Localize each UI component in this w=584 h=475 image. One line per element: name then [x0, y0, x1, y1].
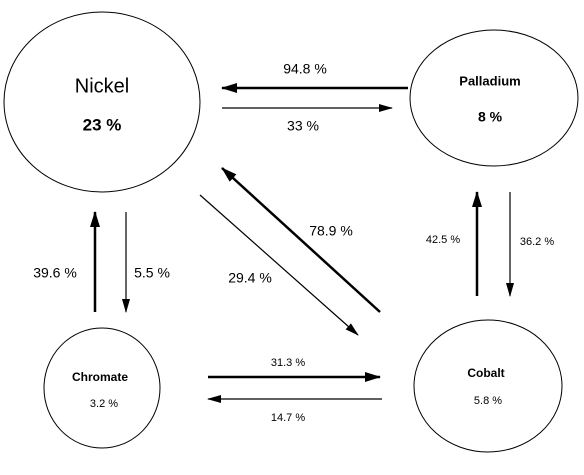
edge-label: 94.8 % [283, 61, 327, 77]
edge-label: 78.9 % [309, 223, 353, 239]
node-value: 23 % [83, 115, 122, 134]
arrow [199, 194, 359, 336]
node-value: 3.2 % [90, 398, 118, 410]
node-label: Nickel [75, 75, 129, 97]
edge-label: 36.2 % [520, 236, 554, 248]
node-nickel [3, 11, 201, 193]
edge-label: 39.6 % [33, 265, 77, 281]
edge-label: 29.4 % [228, 270, 272, 286]
arrow [221, 167, 381, 313]
node-label: Cobalt [467, 366, 504, 380]
edge-label: 42.5 % [426, 234, 460, 246]
node-chromate [43, 327, 161, 449]
edge-label: 33 % [287, 118, 319, 134]
edge-label: 31.3 % [271, 357, 305, 369]
node-palladium [409, 29, 579, 167]
node-value: 5.8 % [474, 395, 502, 407]
node-cobalt [413, 319, 563, 453]
node-value: 8 % [478, 109, 503, 125]
node-label: Palladium [459, 73, 520, 88]
edge-label: 5.5 % [134, 265, 170, 281]
node-label: Chromate [72, 370, 128, 384]
edge-label: 14.7 % [271, 412, 305, 424]
